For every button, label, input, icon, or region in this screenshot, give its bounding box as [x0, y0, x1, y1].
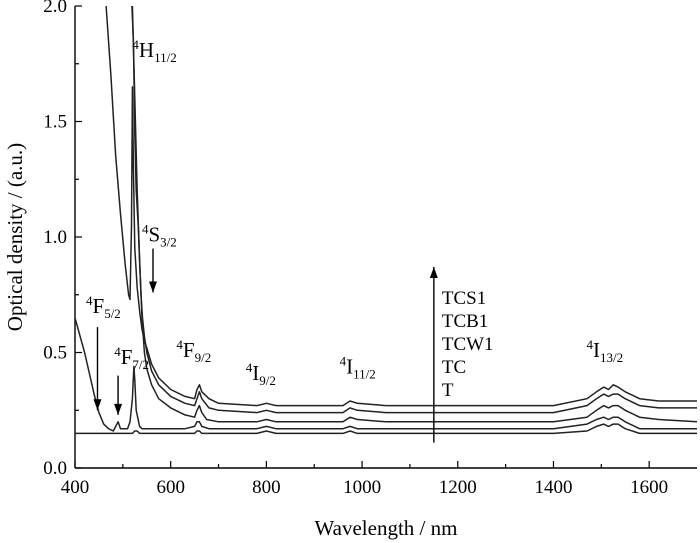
y-tick-label: 0.0 [43, 458, 67, 479]
y-tick-label: 2.0 [43, 0, 67, 17]
legend-label-t: T [442, 380, 454, 401]
y-axis-label: Optical density / (a.u.) [3, 143, 27, 331]
annotation-s-3-2: 4S3/2 [142, 222, 177, 250]
legend-label-tcb1: TCB1 [442, 311, 488, 332]
legend-label-tcw1: TCW1 [442, 334, 494, 355]
y-tick-label: 0.5 [43, 343, 67, 364]
annotation-arrows [93, 248, 438, 443]
arrow-head [114, 403, 123, 415]
annotation-i-13-2: 4I13/2 [586, 337, 623, 365]
transition-annotations: 4H11/2 4S3/2 4F5/2 4F7/2 4F9/2 4I9/2 4I11/2 4I1… [86, 37, 623, 388]
x-tick-label: 1200 [439, 477, 477, 498]
annotation-i-9-2: 4I9/2 [246, 360, 276, 388]
annotation-f-7-2: 4F7/2 [114, 344, 149, 372]
y-axis: 0.0 0.5 1.0 1.5 2.0 [43, 0, 82, 479]
annotation-i-11-2: 4I11/2 [340, 353, 376, 381]
series-line-tcb1 [131, 5, 697, 414]
arrow-head [429, 267, 438, 279]
series-line-tc [74, 317, 697, 432]
x-axis-label: Wavelength / nm [315, 516, 458, 540]
y-tick-label: 1.5 [43, 112, 67, 133]
y-tick-label: 1.0 [43, 227, 67, 248]
x-axis: 400 600 800 1000 1200 1400 1600 [61, 461, 668, 498]
spectrum-curves [74, 5, 698, 435]
x-tick-label: 1400 [534, 477, 572, 498]
series-line-tcw1 [131, 5, 698, 423]
x-tick-label: 800 [252, 477, 281, 498]
series-line-t [75, 423, 697, 435]
arrow-head [148, 281, 157, 293]
x-tick-label: 600 [156, 477, 185, 498]
x-tick-label: 400 [61, 477, 90, 498]
legend-label-tc: TC [442, 357, 466, 378]
x-tick-label: 1600 [630, 477, 668, 498]
arrow-head [93, 399, 102, 411]
series-line-tcs1 [105, 5, 697, 407]
annotation-f-9-2: 4F9/2 [176, 337, 211, 365]
annotation-f-5-2: 4F5/2 [86, 293, 121, 321]
legend-label-tcs1: TCS1 [442, 288, 486, 309]
annotation-h-11-2: 4H11/2 [132, 37, 176, 65]
x-tick-label: 1000 [343, 477, 381, 498]
